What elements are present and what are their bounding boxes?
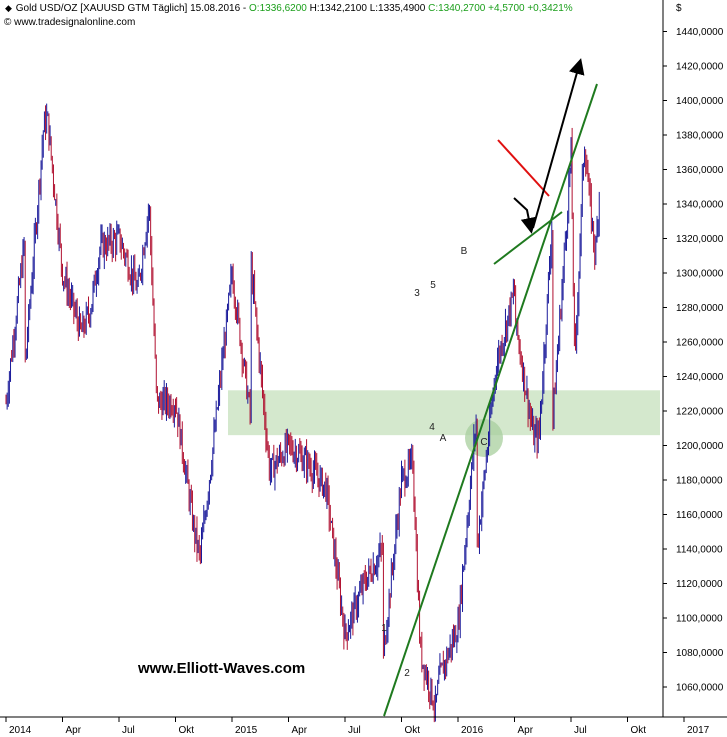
watermark: www.Elliott-Waves.com bbox=[138, 660, 306, 677]
x-tick-label: 2014 bbox=[9, 725, 32, 736]
source-text: www.tradesignalonline.com bbox=[14, 17, 136, 28]
y-tick-label: 1320,0000 bbox=[676, 234, 724, 245]
x-tick-label: 2015 bbox=[235, 725, 258, 736]
unit-label: $ bbox=[676, 3, 682, 14]
arrow-down-to-triangle bbox=[513, 197, 537, 234]
wave-label-b: B bbox=[461, 246, 468, 257]
arrow-up-target bbox=[532, 58, 585, 229]
y-tick-label: 1200,0000 bbox=[676, 441, 724, 452]
y-tick-label: 1380,0000 bbox=[676, 131, 724, 142]
x-tick-label: Jul bbox=[574, 725, 587, 736]
y-tick-label: 1440,0000 bbox=[676, 27, 724, 38]
instrument-title: Gold USD/OZ [XAUUSD GTM Täglich] 15.08.2… bbox=[15, 3, 250, 14]
wave-label-a: A bbox=[440, 433, 447, 444]
diamond-icon: ◆ bbox=[5, 3, 12, 13]
x-tick-label: Okt bbox=[631, 725, 647, 736]
y-tick-label: 1240,0000 bbox=[676, 372, 724, 383]
wave-label-2: 2 bbox=[404, 668, 410, 679]
y-tick-label: 1140,0000 bbox=[676, 545, 723, 556]
x-tick-label: Apr bbox=[518, 725, 534, 736]
x-tick-label: Apr bbox=[292, 725, 308, 736]
y-tick-label: 1060,0000 bbox=[676, 683, 724, 694]
high-value: H:1342,2100 bbox=[309, 3, 367, 14]
y-tick-label: 1280,0000 bbox=[676, 303, 724, 314]
x-tick-label: Apr bbox=[66, 725, 82, 736]
low-value: L:1335,4900 bbox=[369, 3, 426, 14]
y-tick-label: 1400,0000 bbox=[676, 96, 724, 107]
x-tick-label: 2016 bbox=[461, 725, 484, 736]
close-change-value: C:1340,2700 +4,5700 +0,3421% bbox=[428, 3, 573, 14]
x-tick-label: Jul bbox=[122, 725, 135, 736]
y-tick-label: 1420,0000 bbox=[676, 62, 724, 73]
wave-label-4: 4 bbox=[429, 422, 435, 433]
source-line: © www.tradesignalonline.com bbox=[4, 17, 135, 28]
y-tick-label: 1100,0000 bbox=[676, 614, 723, 625]
chart-header: ◆ Gold USD/OZ [XAUUSD GTM Täglich] 15.08… bbox=[4, 3, 573, 14]
support-zone bbox=[228, 390, 660, 436]
triangle-lower-line bbox=[493, 211, 563, 265]
x-tick-label: Okt bbox=[405, 725, 421, 736]
y-tick-label: 1340,0000 bbox=[676, 200, 724, 211]
y-tick-label: 1120,0000 bbox=[676, 579, 723, 590]
y-tick-label: 1180,0000 bbox=[676, 476, 723, 487]
y-tick-label: 1160,0000 bbox=[676, 510, 723, 521]
x-tick-label: Okt bbox=[179, 725, 195, 736]
y-tick-label: 1080,0000 bbox=[676, 648, 724, 659]
wave-label-5: 5 bbox=[430, 280, 436, 291]
y-tick-label: 1300,0000 bbox=[676, 269, 724, 280]
trendline bbox=[383, 83, 598, 717]
x-tick-label: Jul bbox=[348, 725, 361, 736]
y-tick-label: 1220,0000 bbox=[676, 407, 724, 418]
triangle-upper-line bbox=[497, 139, 550, 197]
wave-label-3: 3 bbox=[414, 288, 420, 299]
y-tick-label: 1260,0000 bbox=[676, 338, 724, 349]
wave-label-c: C bbox=[480, 437, 487, 448]
y-tick-label: 1360,0000 bbox=[676, 165, 724, 176]
copyright-icon: © bbox=[4, 17, 12, 28]
wave-label-1: 1 bbox=[381, 623, 387, 634]
open-value: O:1336,6200 bbox=[249, 3, 307, 14]
x-tick-label: 2017 bbox=[687, 725, 710, 736]
